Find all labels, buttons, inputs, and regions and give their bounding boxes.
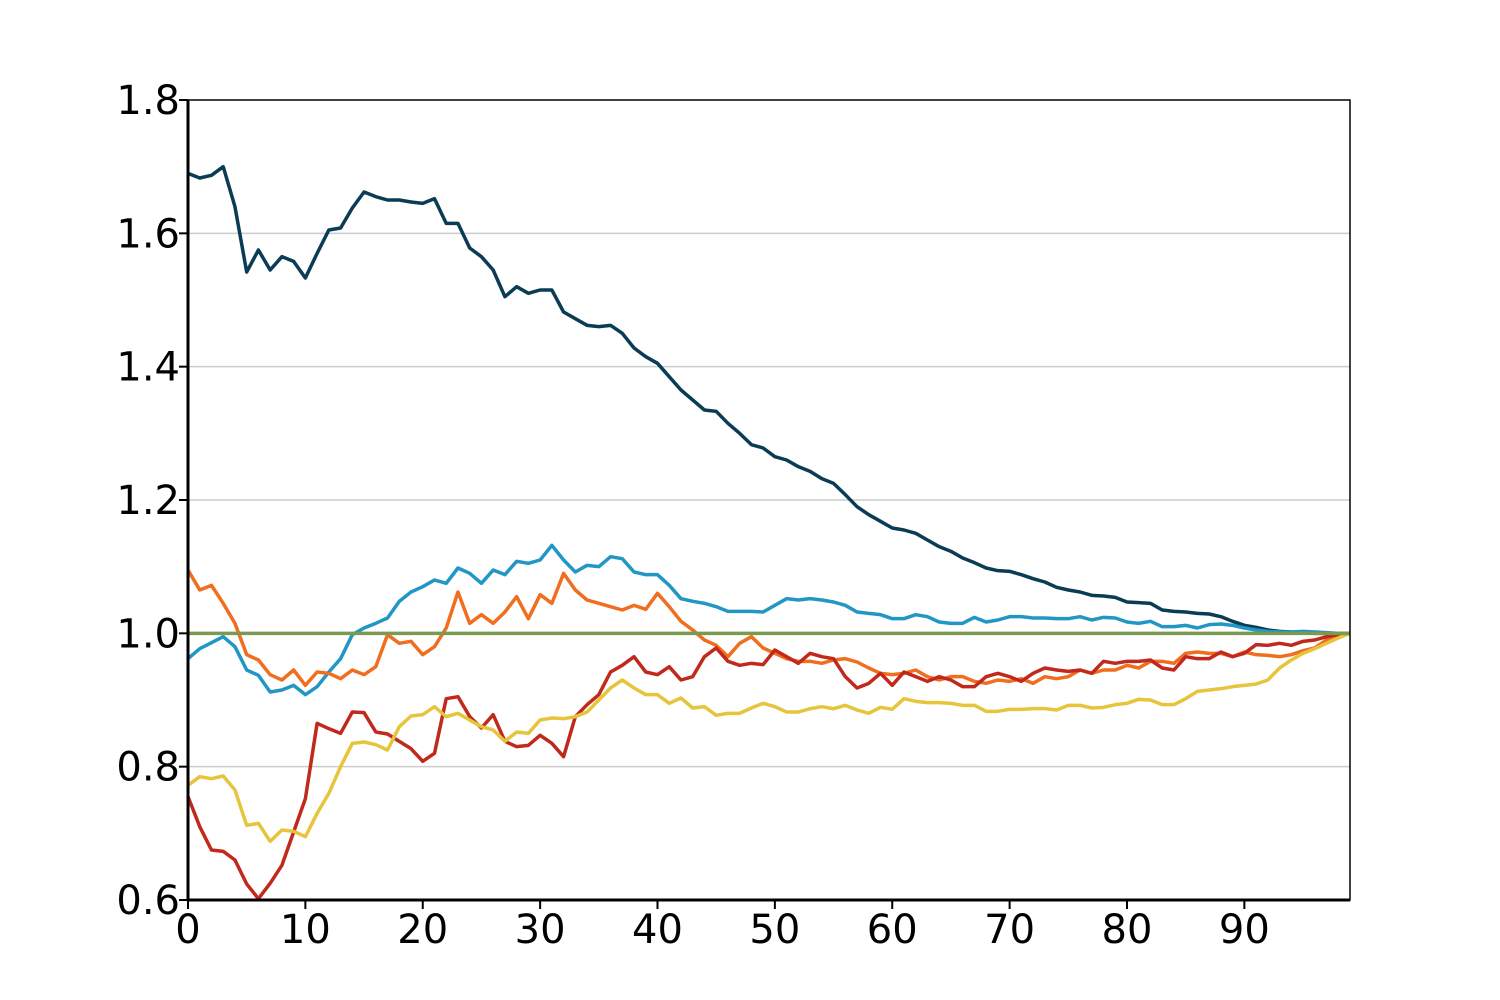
- y-tick-label: 1.8: [116, 78, 180, 124]
- x-tick-label: 90: [1219, 907, 1270, 953]
- x-tick-label: 20: [397, 907, 448, 953]
- y-tick-label: 1.2: [116, 478, 180, 524]
- y-tick-label: 1.6: [116, 211, 180, 257]
- y-tick-label: 1.0: [116, 611, 180, 657]
- series-lines: [186, 164, 1351, 901]
- y-axis-ticks: 0.6 0.8 1.0 1.2 1.4 1.6 1.8: [116, 78, 188, 924]
- y-tick-label: 0.8: [116, 745, 180, 791]
- y-tick-label: 1.4: [116, 345, 180, 391]
- x-tick-label: 50: [749, 907, 800, 953]
- x-tick-label: 80: [1102, 907, 1153, 953]
- series-line-3: [186, 631, 1351, 901]
- x-tick-label: 10: [280, 907, 331, 953]
- x-tick-label: 40: [632, 907, 683, 953]
- series-line-1: [186, 543, 1350, 697]
- x-tick-label: 70: [984, 907, 1035, 953]
- x-axis-ticks: 0 10 20 30 40 50 60 70 80 90: [175, 900, 1270, 953]
- series-line-2: [186, 569, 1351, 688]
- x-tick-label: 30: [515, 907, 566, 953]
- y-tick-label: 0.6: [116, 878, 180, 924]
- x-tick-label: 60: [867, 907, 918, 953]
- series-line-4: [186, 631, 1351, 844]
- series-line-0: [187, 164, 1350, 636]
- x-tick-label: 0: [175, 907, 200, 953]
